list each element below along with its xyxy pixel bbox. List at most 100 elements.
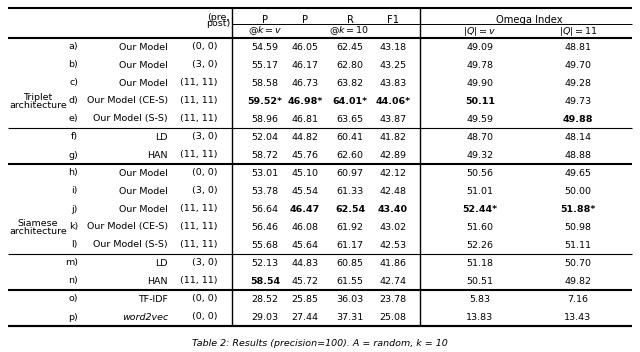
Text: 60.41: 60.41: [337, 132, 364, 142]
Text: Our Model: Our Model: [119, 205, 168, 214]
Text: 13.43: 13.43: [564, 313, 591, 321]
Text: 58.54: 58.54: [250, 277, 280, 285]
Text: 64.01*: 64.01*: [332, 96, 367, 106]
Text: 51.88*: 51.88*: [560, 205, 596, 214]
Text: 58.96: 58.96: [252, 114, 278, 124]
Text: k): k): [68, 222, 78, 232]
Text: $@k = 10$: $@k = 10$: [329, 25, 369, 37]
Text: 50.11: 50.11: [465, 96, 495, 106]
Text: 46.73: 46.73: [291, 78, 319, 88]
Text: 43.18: 43.18: [380, 43, 406, 51]
Text: 60.97: 60.97: [337, 169, 364, 177]
Text: 61.33: 61.33: [337, 187, 364, 195]
Text: 43.02: 43.02: [380, 222, 406, 232]
Text: l): l): [72, 240, 78, 250]
Text: (11, 11): (11, 11): [180, 240, 218, 250]
Text: 27.44: 27.44: [291, 313, 319, 321]
Text: 51.01: 51.01: [467, 187, 493, 195]
Text: 55.68: 55.68: [252, 240, 278, 250]
Text: 49.28: 49.28: [564, 78, 591, 88]
Text: 46.08: 46.08: [291, 222, 319, 232]
Text: 45.10: 45.10: [291, 169, 319, 177]
Text: 52.44*: 52.44*: [463, 205, 497, 214]
Text: P: P: [302, 15, 308, 25]
Text: Our Model: Our Model: [119, 187, 168, 195]
Text: 55.17: 55.17: [252, 61, 278, 69]
Text: Our Model: Our Model: [119, 78, 168, 88]
Text: 62.80: 62.80: [337, 61, 364, 69]
Text: 58.72: 58.72: [252, 151, 278, 159]
Text: 44.06*: 44.06*: [376, 96, 411, 106]
Text: 61.92: 61.92: [337, 222, 364, 232]
Text: 48.81: 48.81: [564, 43, 591, 51]
Text: 42.74: 42.74: [380, 277, 406, 285]
Text: 45.54: 45.54: [291, 187, 319, 195]
Text: g): g): [68, 151, 78, 159]
Text: Our Model: Our Model: [119, 169, 168, 177]
Text: 43.40: 43.40: [378, 205, 408, 214]
Text: (3, 0): (3, 0): [193, 132, 218, 142]
Text: Table 2: Results (precision=100). A = random, k = 10: Table 2: Results (precision=100). A = ra…: [192, 339, 448, 348]
Text: 63.65: 63.65: [337, 114, 364, 124]
Text: h): h): [68, 169, 78, 177]
Text: 50.56: 50.56: [467, 169, 493, 177]
Text: 42.53: 42.53: [380, 240, 406, 250]
Text: f): f): [71, 132, 78, 142]
Text: 45.64: 45.64: [291, 240, 319, 250]
Text: $|Q| = v$: $|Q| = v$: [463, 25, 497, 38]
Text: 50.98: 50.98: [564, 222, 591, 232]
Text: 52.26: 52.26: [467, 240, 493, 250]
Text: (pre,: (pre,: [207, 13, 229, 21]
Text: 23.78: 23.78: [380, 295, 406, 303]
Text: TF-IDF: TF-IDF: [138, 295, 168, 303]
Text: 51.11: 51.11: [564, 240, 591, 250]
Text: b): b): [68, 61, 78, 69]
Text: m): m): [65, 258, 78, 268]
Text: 59.52*: 59.52*: [248, 96, 282, 106]
Text: 49.70: 49.70: [564, 61, 591, 69]
Text: (0, 0): (0, 0): [193, 43, 218, 51]
Text: 46.17: 46.17: [291, 61, 319, 69]
Text: 42.48: 42.48: [380, 187, 406, 195]
Text: F1: F1: [387, 15, 399, 25]
Text: Triplet: Triplet: [24, 93, 52, 101]
Text: Our Model: Our Model: [119, 43, 168, 51]
Text: 29.03: 29.03: [252, 313, 278, 321]
Text: 49.82: 49.82: [564, 277, 591, 285]
Text: (11, 11): (11, 11): [180, 96, 218, 106]
Text: 51.60: 51.60: [467, 222, 493, 232]
Text: $|Q| = 11$: $|Q| = 11$: [559, 25, 597, 38]
Text: HAN: HAN: [147, 277, 168, 285]
Text: n): n): [68, 277, 78, 285]
Text: 58.58: 58.58: [252, 78, 278, 88]
Text: Our Model: Our Model: [119, 61, 168, 69]
Text: 49.32: 49.32: [467, 151, 493, 159]
Text: (11, 11): (11, 11): [180, 277, 218, 285]
Text: 60.85: 60.85: [337, 258, 364, 268]
Text: e): e): [68, 114, 78, 124]
Text: (11, 11): (11, 11): [180, 114, 218, 124]
Text: 61.55: 61.55: [337, 277, 364, 285]
Text: (0, 0): (0, 0): [193, 313, 218, 321]
Text: 43.87: 43.87: [380, 114, 406, 124]
Text: 53.01: 53.01: [252, 169, 278, 177]
Text: (3, 0): (3, 0): [193, 187, 218, 195]
Text: 63.82: 63.82: [337, 78, 364, 88]
Text: 25.85: 25.85: [291, 295, 319, 303]
Text: o): o): [68, 295, 78, 303]
Text: i): i): [72, 187, 78, 195]
Text: architecture: architecture: [9, 226, 67, 235]
Text: 49.65: 49.65: [564, 169, 591, 177]
Text: 46.47: 46.47: [290, 205, 320, 214]
Text: 44.83: 44.83: [291, 258, 319, 268]
Text: a): a): [68, 43, 78, 51]
Text: 56.46: 56.46: [252, 222, 278, 232]
Text: 53.78: 53.78: [252, 187, 278, 195]
Text: p): p): [68, 313, 78, 321]
Text: Omega Index: Omega Index: [496, 15, 563, 25]
Text: (0, 0): (0, 0): [193, 295, 218, 303]
Text: 62.54: 62.54: [335, 205, 365, 214]
Text: Our Model (S-S): Our Model (S-S): [93, 240, 168, 250]
Text: 49.59: 49.59: [467, 114, 493, 124]
Text: 45.72: 45.72: [291, 277, 319, 285]
